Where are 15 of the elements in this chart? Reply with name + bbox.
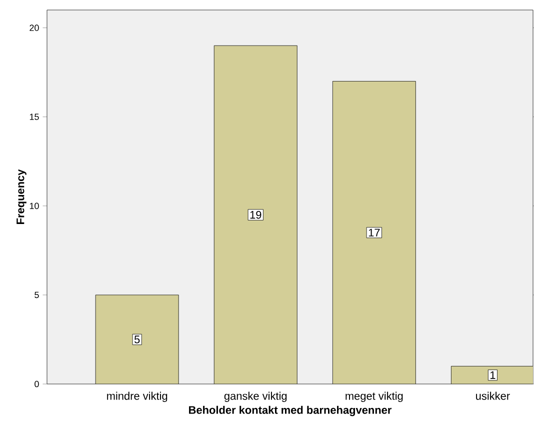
x-tick-label: ganske viktig — [224, 392, 287, 402]
data-label: 5 — [134, 336, 140, 344]
y-tick-label: 10 — [30, 202, 39, 210]
data-label: 19 — [250, 210, 262, 219]
data-label: 17 — [368, 228, 380, 236]
y-tick-label: 0 — [34, 380, 39, 388]
x-tick-label: mindre viktig — [107, 392, 168, 402]
x-tick-label: usikker — [476, 392, 510, 400]
y-tick-label: 15 — [30, 114, 39, 120]
data-label: 1 — [490, 371, 496, 379]
y-axis-title: Frequency — [16, 169, 26, 224]
y-tick-label: 5 — [34, 292, 39, 298]
x-tick-label: meget viktig — [346, 392, 403, 402]
x-axis-title: Beholder kontakt med barnehagvenner — [189, 406, 392, 416]
y-tick-label: 20 — [30, 24, 39, 31]
